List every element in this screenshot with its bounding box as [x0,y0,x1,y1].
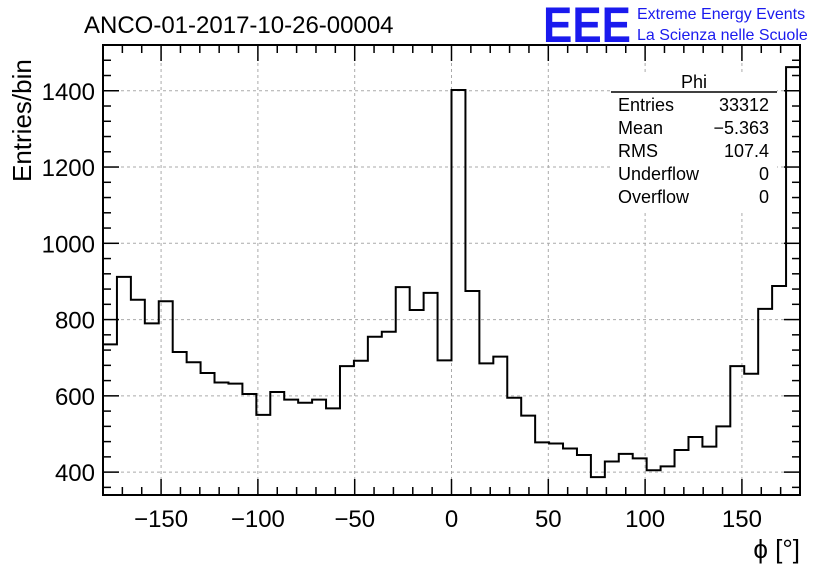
stats-rms-label: RMS [618,141,658,161]
stats-overflow-value: 0 [759,187,769,207]
x-axis-label: ϕ [°] [753,534,800,564]
logo-line-2: La Scienza nelle Scuole [637,27,808,44]
y-tick-label: 1000 [42,231,95,258]
stats-rms-value: 107.4 [724,141,769,161]
eee-logo: EEE [543,0,631,53]
x-tick-label: 150 [722,506,762,533]
run-title: ANCO-01-2017-10-26-00004 [84,12,394,39]
stats-entries-value: 33312 [719,95,769,115]
logo-line-1: Extreme Energy Events [637,6,805,23]
y-tick-label: 1200 [42,155,95,182]
stats-underflow-label: Underflow [618,164,700,184]
stats-mean-label: Mean [618,118,663,138]
histogram-outline [103,66,800,479]
y-tick-label: 600 [55,384,95,411]
y-tick-label: 1400 [42,79,95,106]
y-tick-label: 800 [55,308,95,335]
x-tick-label: −100 [231,506,285,533]
stats-mean-value: −5.363 [713,118,769,138]
y-tick-label: 400 [55,460,95,487]
x-tick-label: 0 [445,506,458,533]
y-axis-label: Entries/bin [7,59,37,182]
stats-underflow-value: 0 [759,164,769,184]
x-tick-label: −150 [134,506,188,533]
stats-box: Phi Entries 33312 Mean −5.363 RMS 107.4 … [611,72,777,212]
stats-overflow-label: Overflow [618,187,690,207]
x-tick-label: 50 [535,506,562,533]
x-tick-label: 100 [625,506,665,533]
stats-entries-label: Entries [618,95,674,115]
x-tick-label: −50 [334,506,375,533]
axis-ticks [102,45,801,495]
tick-labels: −150 −100 −50 0 50 100 150 400 600 800 1000 1200 140… [42,79,762,533]
stats-title: Phi [681,72,707,92]
